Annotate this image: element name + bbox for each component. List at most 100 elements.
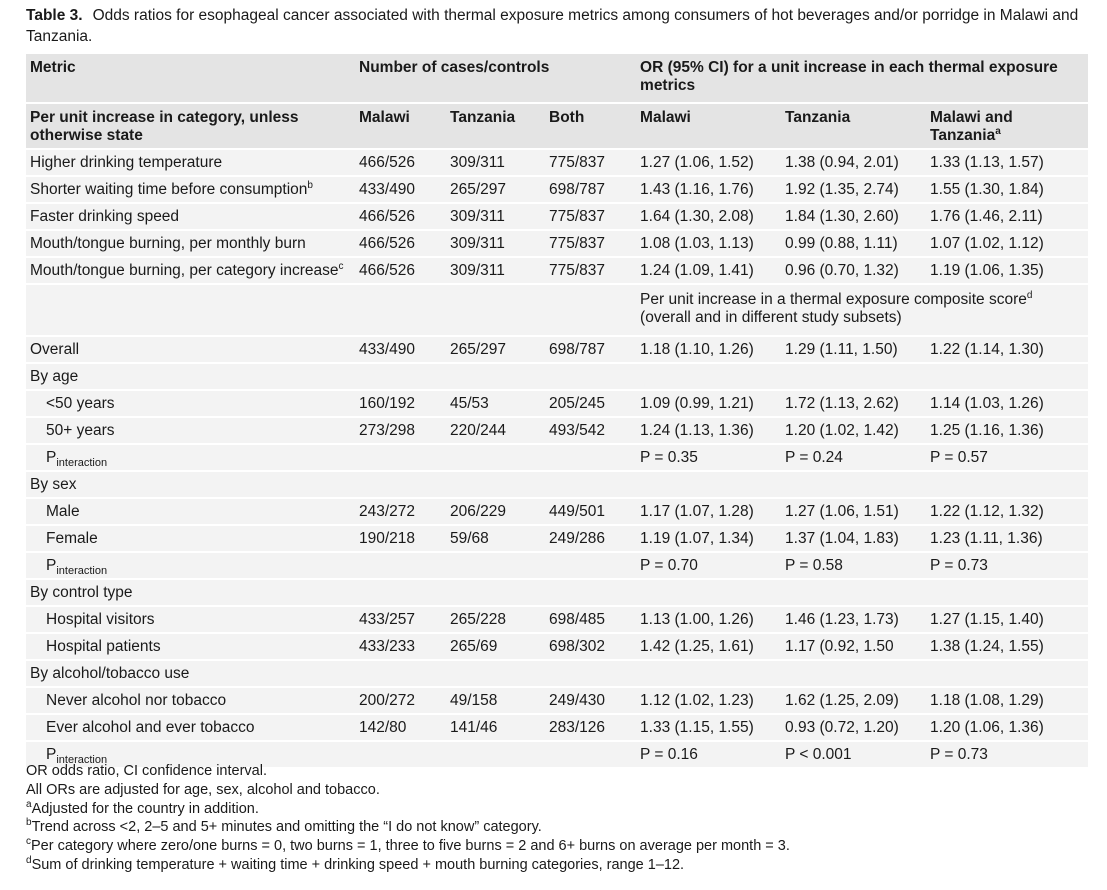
- label-text: Overall: [30, 341, 80, 358]
- note-text: (overall and in different study subsets): [640, 309, 902, 326]
- empty-cell: [545, 660, 637, 688]
- row-label: Hospital patients: [26, 633, 355, 661]
- or-cell: 1.38 (1.24, 1.55): [926, 633, 1089, 661]
- empty-cell: [446, 741, 545, 769]
- footnotes: OR odds ratio, CI confidence interval. Al…: [26, 762, 1086, 875]
- or-cell: 1.46 (1.23, 1.73): [781, 606, 927, 634]
- table-row: 50+ years 273/298 220/244 493/542 1.24 (1.13…: [26, 417, 1089, 445]
- row-label: By control type: [26, 579, 355, 607]
- count-cell: 141/46: [446, 714, 545, 742]
- label-text: By alcohol/tobacco use: [30, 665, 190, 682]
- count-cell: 466/526: [355, 257, 446, 285]
- table-row: Mouth/tongue burning, per monthly burn 46…: [26, 230, 1089, 258]
- header-cell: Metric: [26, 54, 355, 104]
- count-cell: 466/526: [355, 149, 446, 177]
- empty-cell: [545, 741, 637, 769]
- empty-cell: [355, 660, 446, 688]
- label-text: Mouth/tongue burning, per category incre…: [30, 262, 339, 279]
- or-cell: 1.42 (1.25, 1.61): [636, 633, 782, 661]
- or-cell: P = 0.24: [781, 444, 927, 472]
- or-cell: P = 0.70: [636, 552, 782, 580]
- empty-cell: [781, 363, 927, 391]
- count-cell: 265/297: [446, 336, 545, 364]
- table-row: Pinteraction P = 0.16 P < 0.001 P = 0.73: [26, 741, 1089, 769]
- table-row: Pinteraction P = 0.35 P = 0.24 P = 0.57: [26, 444, 1089, 472]
- empty-cell: [446, 579, 545, 607]
- or-cell: 1.33 (1.15, 1.55): [636, 714, 782, 742]
- table-row: <50 years 160/192 45/53 205/245 1.09 (0.99, …: [26, 390, 1089, 418]
- count-cell: 493/542: [545, 417, 637, 445]
- or-cell: 1.20 (1.02, 1.42): [781, 417, 927, 445]
- table-row: Pinteraction P = 0.70 P = 0.58 P = 0.73: [26, 552, 1089, 580]
- empty-cell: [545, 552, 637, 580]
- empty-cell: [545, 363, 637, 391]
- count-cell: 265/228: [446, 606, 545, 634]
- count-cell: 698/787: [545, 176, 637, 204]
- or-cell: 1.07 (1.02, 1.12): [926, 230, 1089, 258]
- footnote-text: Per category where zero/one burns = 0, t…: [31, 838, 790, 855]
- count-cell: 466/526: [355, 230, 446, 258]
- count-cell: 433/257: [355, 606, 446, 634]
- row-label: By sex: [26, 471, 355, 499]
- note-row: Per unit increase in a thermal exposure …: [26, 284, 1089, 337]
- table-row: Female 190/218 59/68 249/286 1.19 (1.07, 1.3…: [26, 525, 1089, 553]
- group-row: By sex: [26, 471, 1089, 499]
- row-label: Higher drinking temperature: [26, 149, 355, 177]
- or-cell: 1.84 (1.30, 2.60): [781, 203, 927, 231]
- empty-cell: [446, 444, 545, 472]
- or-cell: 1.55 (1.30, 1.84): [926, 176, 1089, 204]
- empty-cell: [926, 579, 1089, 607]
- count-cell: 273/298: [355, 417, 446, 445]
- count-cell: 775/837: [545, 230, 637, 258]
- or-cell: 1.76 (1.46, 2.11): [926, 203, 1089, 231]
- caption: Table 3. Odds ratios for esophageal cance…: [26, 5, 1086, 47]
- table-row: Ever alcohol and ever tobacco 142/80 141/4…: [26, 714, 1089, 742]
- footnote: dSum of drinking temperature + waiting t…: [26, 856, 1086, 875]
- or-cell: 1.64 (1.30, 2.08): [636, 203, 782, 231]
- footnote: All ORs are adjusted for age, sex, alcoh…: [26, 781, 1086, 800]
- label-text: Hospital visitors: [46, 611, 155, 628]
- count-cell: 775/837: [545, 203, 637, 231]
- row-label: Pinteraction: [26, 444, 355, 472]
- label-text: By sex: [30, 476, 77, 493]
- row-label: <50 years: [26, 390, 355, 418]
- row-label: By alcohol/tobacco use: [26, 660, 355, 688]
- or-cell: P < 0.001: [781, 741, 927, 769]
- empty-cell: [636, 363, 782, 391]
- table: Metric Number of cases/controls OR (95% …: [26, 54, 1089, 769]
- or-cell: P = 0.57: [926, 444, 1089, 472]
- count-cell: 265/297: [446, 176, 545, 204]
- table-row: Hospital visitors 433/257 265/228 698/485 1.…: [26, 606, 1089, 634]
- empty-cell: [545, 284, 637, 337]
- table-row: Shorter waiting time before consumptionb…: [26, 176, 1089, 204]
- row-label: Never alcohol nor tobacco: [26, 687, 355, 715]
- footnote-mark: c: [338, 260, 344, 272]
- count-cell: 45/53: [446, 390, 545, 418]
- or-cell: P = 0.73: [926, 741, 1089, 769]
- caption-label: Table 3.: [26, 7, 83, 24]
- header-row: Metric Number of cases/controls OR (95% …: [26, 54, 1089, 104]
- count-cell: 309/311: [446, 257, 545, 285]
- table-row: Hospital patients 433/233 265/69 698/302 1.4…: [26, 633, 1089, 661]
- header-cell: Tanzania: [446, 103, 545, 150]
- count-cell: 200/272: [355, 687, 446, 715]
- row-label: Mouth/tongue burning, per monthly burn: [26, 230, 355, 258]
- empty-cell: [926, 363, 1089, 391]
- empty-cell: [26, 284, 355, 337]
- header-cell: Malawi and Tanzaniaa: [926, 103, 1089, 150]
- footnote-mark: c: [26, 836, 31, 848]
- empty-cell: [446, 552, 545, 580]
- label-text: Hospital patients: [46, 638, 161, 655]
- footnote-mark: b: [307, 179, 313, 191]
- empty-cell: [926, 660, 1089, 688]
- header-cell: Malawi: [636, 103, 782, 150]
- empty-cell: [636, 660, 782, 688]
- or-cell: 1.72 (1.13, 2.62): [781, 390, 927, 418]
- or-cell: 1.43 (1.16, 1.76): [636, 176, 782, 204]
- footnote: cPer category where zero/one burns = 0, …: [26, 837, 1086, 856]
- header-cell: Tanzania: [781, 103, 927, 150]
- empty-cell: [355, 552, 446, 580]
- count-cell: 206/229: [446, 498, 545, 526]
- or-cell: P = 0.16: [636, 741, 782, 769]
